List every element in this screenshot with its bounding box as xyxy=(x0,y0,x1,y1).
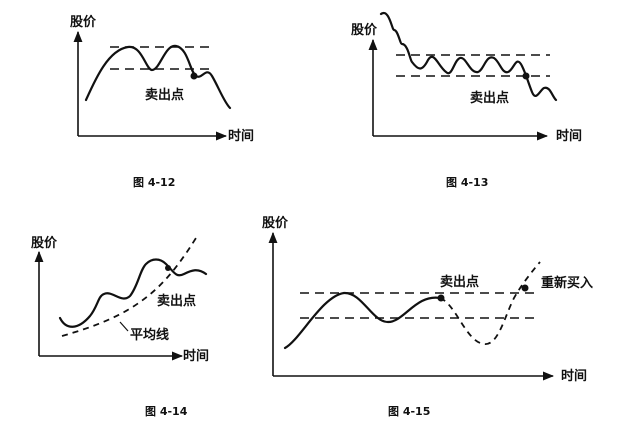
sell-point-marker xyxy=(522,72,530,80)
figure-4-12: 股价 时间 卖出点 图 4-12 xyxy=(70,15,254,189)
price-curve xyxy=(84,44,232,110)
projected-price-curve xyxy=(439,261,541,345)
figure-caption: 图 4-13 xyxy=(446,176,488,189)
y-axis-label: 股价 xyxy=(351,23,378,38)
sell-point-marker xyxy=(437,294,445,302)
moving-average-line xyxy=(61,237,197,337)
figure-caption: 图 4-14 xyxy=(145,405,188,418)
moving-average-pointer xyxy=(119,321,129,332)
x-axis-label: 时间 xyxy=(561,368,587,384)
figure-caption: 图 4-15 xyxy=(388,405,430,418)
price-curve xyxy=(283,291,442,350)
y-axis-label: 股价 xyxy=(31,236,58,251)
rebuy-point-marker xyxy=(521,284,529,292)
annotation-sell-point: 卖出点 xyxy=(157,293,196,309)
x-axis-label: 时间 xyxy=(228,128,254,144)
annotation-rebuy: 重新买入 xyxy=(541,275,593,291)
sell-point-marker xyxy=(190,72,198,80)
figure-caption: 图 4-12 xyxy=(133,176,175,189)
figure-4-14: 股价 时间 卖出点 平均线 图 4-14 xyxy=(31,236,209,418)
sell-point-marker xyxy=(165,265,171,271)
figure-4-15: 股价 时间 卖出点 重新买入 图 4-15 xyxy=(262,216,593,418)
annotation-moving-average: 平均线 xyxy=(130,327,169,343)
annotation-sell-point: 卖出点 xyxy=(440,274,479,290)
y-axis-label: 股价 xyxy=(262,216,289,231)
x-axis-label: 时间 xyxy=(183,348,209,364)
price-curve xyxy=(58,258,208,328)
price-curve xyxy=(379,11,558,102)
y-axis-label: 股价 xyxy=(70,15,97,30)
x-axis-label: 时间 xyxy=(556,128,582,144)
annotation-sell-point: 卖出点 xyxy=(145,87,184,103)
annotation-sell-point: 卖出点 xyxy=(470,90,509,106)
figure-4-13: 股价 时间 卖出点 图 4-13 xyxy=(351,11,582,189)
